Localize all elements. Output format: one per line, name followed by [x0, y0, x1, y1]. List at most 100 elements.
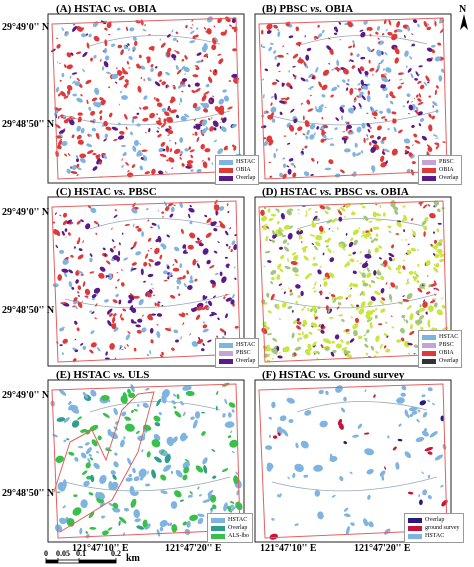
canopy-patch	[427, 451, 433, 455]
canopy-patch	[271, 239, 275, 243]
canopy-patch	[150, 226, 153, 229]
canopy-patch	[129, 305, 134, 311]
canopy-patch	[226, 266, 230, 269]
canopy-patch	[59, 344, 63, 347]
canopy-patch	[419, 84, 425, 90]
canopy-patch	[416, 313, 420, 315]
canopy-patch	[297, 209, 300, 211]
canopy-patch	[362, 269, 366, 271]
lat-label-bottom-row2: 29°48'50'' N	[2, 305, 55, 316]
canopy-patch	[213, 204, 220, 211]
canopy-patch	[360, 56, 366, 60]
canopy-patch	[168, 116, 174, 123]
canopy-patch	[277, 54, 284, 58]
canopy-patch	[359, 262, 363, 265]
canopy-patch	[402, 298, 410, 302]
canopy-patch	[416, 280, 420, 284]
canopy-patch	[165, 85, 168, 89]
canopy-patch	[314, 316, 318, 320]
legend-a: HSTAC OBIA Overlap	[215, 155, 260, 185]
canopy-patch	[166, 84, 170, 88]
canopy-patch	[323, 230, 326, 234]
canopy-patch	[396, 397, 405, 404]
canopy-patch	[286, 82, 291, 87]
canopy-patch	[104, 253, 107, 257]
canopy-patch	[421, 220, 427, 226]
canopy-patch	[364, 343, 369, 348]
canopy-patch	[113, 461, 119, 468]
canopy-patch	[212, 475, 217, 479]
canopy-patch	[361, 122, 366, 129]
canopy-patch	[128, 67, 131, 69]
canopy-patch	[313, 132, 316, 136]
canopy-patch	[313, 215, 318, 221]
canopy-patch	[182, 461, 191, 469]
canopy-patch	[274, 277, 278, 279]
canopy-patch	[296, 325, 301, 330]
canopy-patch	[136, 525, 145, 530]
canopy-patch	[92, 152, 97, 156]
legend-f: Overlap ground survey HSTAC	[404, 513, 464, 543]
canopy-patch	[112, 502, 119, 509]
canopy-patch	[373, 238, 379, 241]
canopy-patch	[301, 148, 304, 151]
canopy-patch	[85, 33, 89, 36]
canopy-patch	[378, 41, 381, 44]
canopy-patch	[398, 129, 403, 134]
canopy-patch	[295, 41, 302, 46]
canopy-patch	[233, 266, 236, 269]
canopy-patch	[132, 223, 135, 228]
canopy-patch	[144, 253, 149, 259]
canopy-patch	[436, 248, 443, 254]
canopy-patch	[137, 85, 142, 93]
canopy-patch	[363, 215, 369, 222]
canopy-patch	[314, 218, 321, 222]
canopy-patch	[423, 231, 426, 237]
canopy-patch	[364, 70, 369, 76]
canopy-patch	[166, 51, 171, 58]
canopy-patch	[400, 392, 406, 397]
canopy-patch	[277, 432, 281, 436]
canopy-patch	[361, 262, 369, 269]
canopy-patch	[318, 225, 324, 232]
canopy-patch	[219, 223, 226, 229]
canopy-patch	[138, 54, 142, 59]
canopy-patch	[55, 455, 64, 463]
canopy-patch	[171, 53, 177, 59]
canopy-patch	[201, 119, 208, 127]
canopy-patch	[270, 96, 274, 99]
canopy-patch	[432, 245, 438, 250]
canopy-patch	[161, 351, 164, 356]
canopy-patch	[270, 293, 275, 301]
canopy-patch	[135, 251, 142, 256]
canopy-patch	[328, 228, 331, 230]
canopy-patch	[176, 278, 182, 285]
canopy-patch	[132, 467, 136, 474]
canopy-patch	[378, 323, 383, 326]
canopy-patch	[140, 318, 143, 320]
canopy-patch	[363, 334, 366, 337]
canopy-patch	[218, 98, 225, 105]
canopy-patch	[170, 501, 178, 509]
canopy-patch	[207, 339, 212, 343]
canopy-patch	[306, 47, 312, 52]
canopy-patch	[356, 126, 362, 133]
canopy-patch	[370, 107, 373, 110]
canopy-patch	[126, 344, 129, 347]
canopy-patch	[348, 45, 353, 49]
canopy-patch	[62, 326, 66, 328]
canopy-patch	[91, 127, 97, 132]
canopy-patch	[167, 272, 173, 278]
canopy-patch	[156, 120, 162, 126]
canopy-patch	[142, 106, 149, 110]
canopy-patch	[296, 229, 304, 235]
canopy-patch	[99, 474, 107, 484]
canopy-patch	[347, 148, 351, 153]
canopy-patch	[78, 271, 84, 274]
canopy-patch	[181, 312, 186, 316]
canopy-patch	[409, 323, 413, 330]
canopy-patch	[352, 323, 359, 330]
canopy-patch	[353, 239, 358, 246]
canopy-patch	[408, 104, 414, 111]
canopy-patch	[99, 58, 102, 62]
